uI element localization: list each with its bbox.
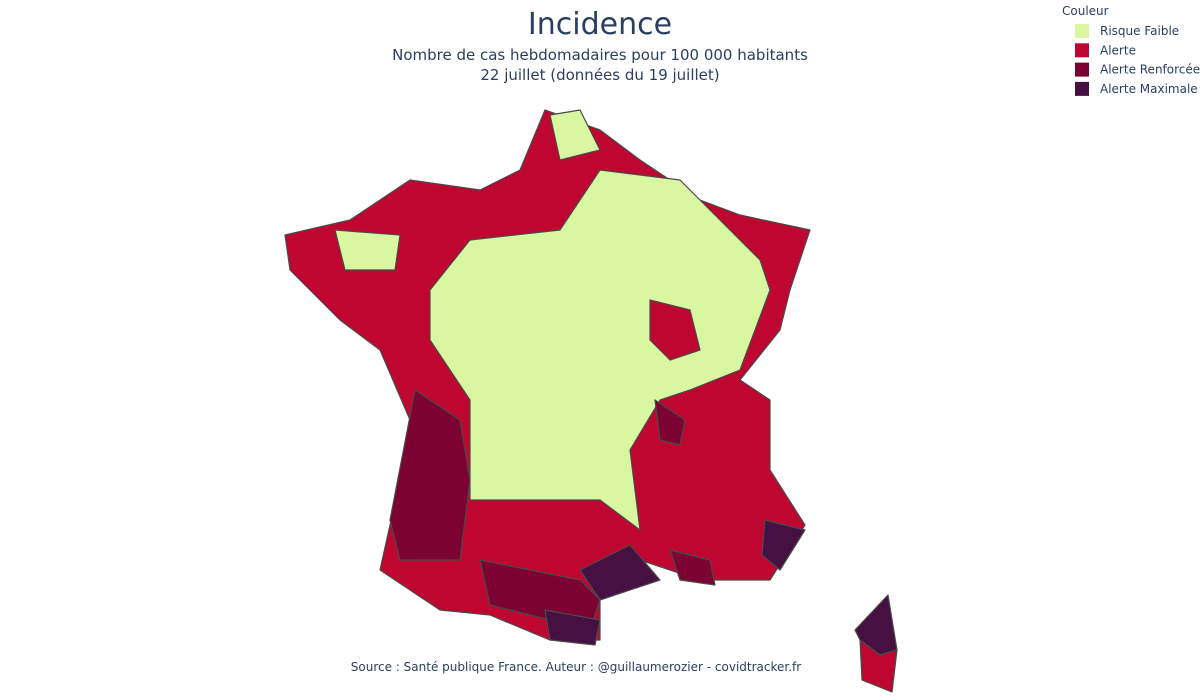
region (761, 519, 806, 571)
region (549, 109, 601, 161)
legend-label: Alerte Renforcée (1100, 63, 1200, 77)
legend-label: Alerte Maximale (1100, 82, 1198, 96)
region (579, 544, 661, 601)
region (649, 299, 701, 361)
legend-label: Alerte (1100, 43, 1136, 57)
region (334, 229, 401, 271)
subtitle: 22 juillet (données du 19 juillet) (480, 66, 719, 84)
legend-swatch (1075, 62, 1089, 77)
legend-swatch (1075, 24, 1089, 38)
legend: Risque Faible Alerte Alerte Renforcée Alert… (1075, 24, 1200, 96)
region (389, 389, 471, 561)
legend-label: Risque Faible (1100, 24, 1179, 38)
legend-title: Couleur (1062, 4, 1109, 18)
region (859, 639, 898, 693)
title: Incidence (528, 7, 672, 42)
region (479, 559, 601, 631)
subtitle: Nombre de cas hebdomadaires pour 100 000… (392, 46, 808, 64)
region (544, 609, 601, 646)
region (654, 399, 686, 446)
legend-swatch (1075, 43, 1089, 58)
legend-swatch (1075, 81, 1089, 96)
source: Source : Santé publique France. Auteur :… (351, 660, 801, 674)
region (669, 549, 716, 586)
france-map (284, 109, 898, 693)
